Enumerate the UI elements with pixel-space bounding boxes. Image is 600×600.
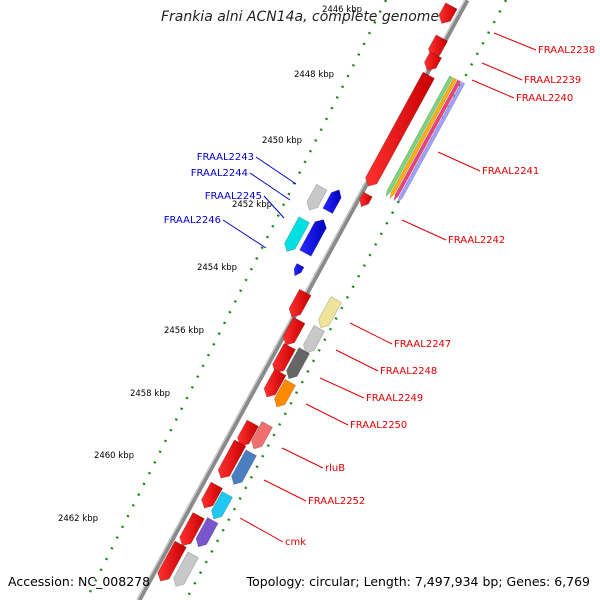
forward-gene[interactable] xyxy=(299,219,327,257)
forward-leader-line xyxy=(255,156,297,185)
reverse-leader-line xyxy=(335,349,379,372)
gene-labels: FRAAL2243 FRAAL2244 FRAAL2245 FRAAL2246 FRAA… xyxy=(164,32,595,548)
reverse-leader-line xyxy=(319,377,365,399)
reverse-gene[interactable] xyxy=(272,342,296,374)
forward-leader-line xyxy=(222,219,267,249)
feature-block[interactable] xyxy=(173,551,199,587)
ruler-label: 2462 kbp xyxy=(58,514,98,524)
reverse-gene-label[interactable]: FRAAL2241 xyxy=(482,166,539,177)
reverse-gene-label[interactable]: rluB xyxy=(325,463,345,474)
reverse-leader-line xyxy=(481,62,523,81)
reverse-gene-label[interactable]: FRAAL2249 xyxy=(366,393,423,404)
forward-gene-label[interactable]: FRAAL2244 xyxy=(191,168,248,179)
feature-block[interactable] xyxy=(231,449,257,485)
reverse-gene[interactable] xyxy=(263,368,287,398)
reverse-gene[interactable] xyxy=(237,419,259,447)
feature-block[interactable] xyxy=(284,216,310,252)
reverse-gene-label[interactable]: cmk xyxy=(285,537,306,548)
gene-features xyxy=(157,2,466,587)
reverse-gene[interactable] xyxy=(365,71,435,187)
feature-block[interactable] xyxy=(195,517,219,548)
forward-gene[interactable] xyxy=(322,189,342,214)
reverse-gene[interactable] xyxy=(201,481,223,509)
feature-block[interactable] xyxy=(286,347,310,380)
reverse-gene-label[interactable]: FRAAL2242 xyxy=(448,235,505,246)
feature-stripe[interactable] xyxy=(397,81,466,204)
feature-block[interactable] xyxy=(211,491,233,520)
feature-block[interactable] xyxy=(306,183,328,211)
ruler-label: 2460 kbp xyxy=(94,451,134,461)
reverse-leader-line xyxy=(305,403,349,426)
ruler-label: 2448 kbp xyxy=(294,70,334,80)
forward-gene-label[interactable]: FRAAL2245 xyxy=(205,191,262,202)
reverse-leader-line xyxy=(401,219,447,241)
ruler-label: 2450 kbp xyxy=(262,136,302,146)
forward-gene-label[interactable]: FRAAL2243 xyxy=(197,152,254,163)
reverse-gene[interactable] xyxy=(288,288,312,318)
ruler-label: 2456 kbp xyxy=(164,326,204,336)
feature-block[interactable] xyxy=(318,296,342,329)
forward-gene-label[interactable]: FRAAL2246 xyxy=(164,215,221,226)
reverse-gene[interactable] xyxy=(179,512,205,546)
reverse-leader-line xyxy=(281,447,324,469)
ruler-line-outer xyxy=(84,0,388,600)
reverse-gene[interactable] xyxy=(438,2,458,24)
ruler-label: 2454 kbp xyxy=(197,263,237,273)
reverse-leader-line xyxy=(493,32,537,51)
ruler-labels: 2446 kbp 2448 kbp 2450 kbp 2452 kbp 2454 kbp… xyxy=(58,5,362,524)
forward-leader-line xyxy=(263,195,285,219)
reverse-gene[interactable] xyxy=(217,439,247,479)
reverse-gene-label[interactable]: FRAAL2247 xyxy=(394,339,451,350)
reverse-gene-label[interactable]: FRAAL2248 xyxy=(380,366,437,377)
reverse-gene[interactable] xyxy=(424,51,443,71)
topology-label: Topology: circular; Length: 7,497,934 bp… xyxy=(246,574,590,589)
ruler-label: 2452 kbp xyxy=(232,200,272,210)
reverse-leader-line xyxy=(239,517,284,543)
forward-gene[interactable] xyxy=(293,263,305,277)
reverse-gene-label[interactable]: FRAAL2238 xyxy=(538,45,595,56)
map-title: Frankia alni ACN14a, complete genome xyxy=(160,9,440,25)
reverse-leader-line xyxy=(349,322,393,345)
reverse-leader-line xyxy=(437,151,481,172)
ruler-label: 2446 kbp xyxy=(322,5,362,15)
ruler-label: 2458 kbp xyxy=(130,389,170,399)
reverse-gene-label[interactable]: FRAAL2252 xyxy=(308,496,365,507)
accession-label: Accession: NC_008278 xyxy=(8,574,151,589)
feature-stripe[interactable] xyxy=(393,79,462,202)
reverse-gene[interactable] xyxy=(157,540,187,582)
reverse-gene[interactable] xyxy=(282,316,306,346)
forward-leader-line xyxy=(249,172,291,201)
feature-stripe[interactable] xyxy=(389,77,458,200)
feature-block[interactable] xyxy=(303,325,325,354)
reverse-gene[interactable] xyxy=(359,191,373,208)
feature-stripe[interactable] xyxy=(385,75,454,198)
feature-block[interactable] xyxy=(251,421,273,450)
feature-block[interactable] xyxy=(274,379,296,408)
reverse-leader-line xyxy=(471,79,515,99)
reverse-leader-line xyxy=(263,479,307,502)
reverse-gene-label[interactable]: FRAAL2239 xyxy=(524,75,581,86)
reverse-gene-label[interactable]: FRAAL2240 xyxy=(516,93,573,104)
reverse-gene-label[interactable]: FRAAL2250 xyxy=(350,420,407,431)
